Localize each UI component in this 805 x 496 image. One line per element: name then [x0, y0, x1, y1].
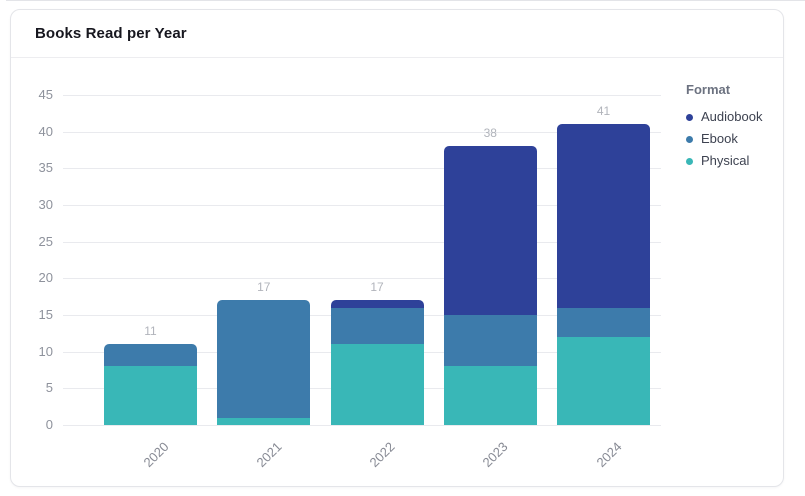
bar-segment-2024-ebook[interactable]: [557, 307, 650, 337]
legend-color-dot-icon: [686, 135, 693, 143]
gridline-y-35: [63, 168, 661, 170]
bar-segment-2023-ebook[interactable]: [443, 315, 537, 367]
legend-item-label: Physical: [701, 153, 750, 168]
x-axis-label-2023: 2023: [479, 439, 511, 471]
bar-segment-2020-ebook[interactable]: [104, 344, 197, 367]
y-axis-tick-5: 5: [45, 380, 53, 396]
legend-items: Audiobook Ebook Physical: [686, 109, 783, 169]
gridline-y-30: [63, 205, 661, 206]
bar-total-label-2020: 11: [144, 324, 157, 339]
legend-color-dot-icon: [686, 157, 693, 165]
gridline-y-0: [63, 425, 661, 426]
x-axis-label-2022: 2022: [366, 439, 398, 471]
gridline-y-40: [63, 131, 661, 133]
bar-segment-2021-physical[interactable]: [217, 417, 311, 425]
x-axis-label-2024: 2024: [593, 439, 625, 471]
bar-total-label-2023: 38: [483, 126, 497, 141]
bar-segment-2022-physical[interactable]: [330, 344, 424, 425]
legend-item-label: Audiobook: [701, 109, 763, 124]
y-axis-tick-45: 45: [38, 87, 53, 102]
y-axis-tick-10: 10: [38, 343, 53, 359]
bar-segment-2024-audiobook[interactable]: [557, 124, 650, 308]
bar-segment-2022-audiobook[interactable]: [330, 300, 424, 308]
y-axis-tick-25: 25: [38, 233, 53, 249]
x-axis-label-2021: 2021: [253, 439, 285, 471]
legend-title: Format: [686, 82, 731, 97]
chart-area: 0 5 10 15 20 25 30 35 40 45 11 2020 17 2021 17 2022 38 20…: [11, 58, 783, 486]
bar-total-label-2022: 17: [370, 280, 384, 295]
bar-segment-2020-physical[interactable]: [104, 366, 197, 425]
legend-item-ebook[interactable]: Ebook: [686, 131, 783, 147]
bar-segment-2023-physical[interactable]: [443, 366, 537, 425]
y-axis-tick-15: 15: [38, 307, 53, 322]
y-axis-tick-20: 20: [38, 270, 53, 286]
x-axis-label-2020: 2020: [140, 439, 172, 471]
bar-segment-2022-ebook[interactable]: [330, 307, 424, 345]
gridline-y-20: [63, 278, 661, 280]
bar-segment-2023-audiobook[interactable]: [443, 146, 537, 315]
y-axis-tick-30: 30: [38, 197, 53, 212]
bar-total-label-2021: 17: [257, 280, 271, 295]
bar-total-label-2024: 41: [596, 104, 611, 119]
y-axis-tick-40: 40: [38, 123, 53, 139]
gridline-y-45: [63, 95, 661, 96]
legend: Format Audiobook Ebook Physical: [686, 82, 783, 175]
y-axis-tick-35: 35: [38, 160, 53, 176]
legend-color-dot-icon: [686, 113, 693, 121]
top-divider: [6, 0, 805, 1]
y-axis-tick-0: 0: [45, 417, 53, 432]
bar-segment-2021-ebook[interactable]: [217, 300, 311, 418]
chart-title: Books Read per Year: [35, 25, 187, 42]
books-read-card: Books Read per Year 0 5 10 15 20 25 30 35 40 45 11…: [10, 9, 784, 487]
legend-item-label: Ebook: [701, 131, 738, 146]
legend-item-physical[interactable]: Physical: [686, 153, 783, 169]
legend-item-audiobook[interactable]: Audiobook: [686, 109, 783, 125]
card-header: Books Read per Year: [11, 10, 783, 58]
bar-segment-2024-physical[interactable]: [557, 337, 650, 425]
gridline-y-25: [63, 241, 661, 243]
